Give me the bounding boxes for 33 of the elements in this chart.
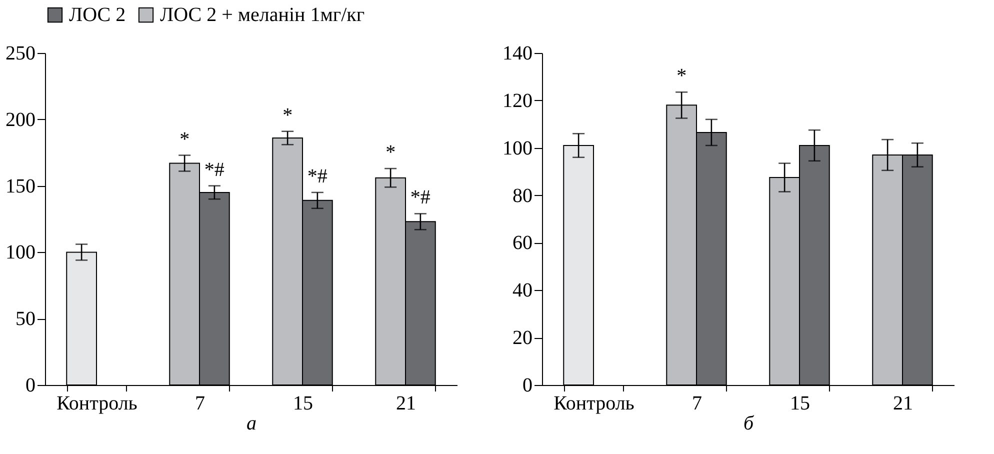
- x-tick-label: 7: [692, 392, 702, 414]
- y-tick-label: 140: [502, 42, 532, 64]
- y-tick-label: 80: [512, 184, 532, 207]
- y-tick-label: 60: [512, 232, 532, 254]
- x-tick-label: Контроль: [554, 392, 634, 414]
- x-tick-label: 7: [195, 392, 205, 414]
- y-tick-label: 100: [502, 137, 532, 160]
- annotation: *#: [204, 158, 224, 181]
- y-tick-label: 50: [16, 308, 36, 330]
- annotation: *: [180, 128, 190, 150]
- annotation: *: [386, 142, 396, 164]
- x-tick-label: Контроль: [56, 392, 138, 414]
- y-tick-label: 200: [6, 108, 36, 131]
- legend-label: ЛОС 2: [69, 4, 126, 26]
- y-tick-label: 0: [26, 374, 36, 396]
- x-tick-label: 15: [293, 392, 313, 414]
- x-axis-title: б: [743, 412, 754, 434]
- annotation: *: [676, 65, 687, 88]
- y-tick-label: 150: [6, 175, 36, 198]
- y-tick-label: 20: [512, 327, 532, 350]
- annotation: *#: [307, 165, 328, 188]
- y-tick-label: 40: [512, 280, 532, 302]
- x-tick-label: 21: [396, 392, 416, 414]
- x-tick-label: 15: [790, 392, 810, 414]
- legend-label: ЛОС 2 + меланін 1мг/кг: [160, 4, 365, 26]
- x-axis-title: а: [246, 412, 256, 434]
- x-tick-label: 21: [893, 392, 913, 414]
- annotation: *#: [410, 186, 430, 209]
- y-tick-label: 120: [502, 90, 532, 112]
- y-tick-label: 0: [522, 374, 532, 396]
- y-tick-label: 100: [6, 242, 36, 264]
- y-tick-label: 250: [6, 42, 36, 64]
- annotation: *: [282, 104, 293, 126]
